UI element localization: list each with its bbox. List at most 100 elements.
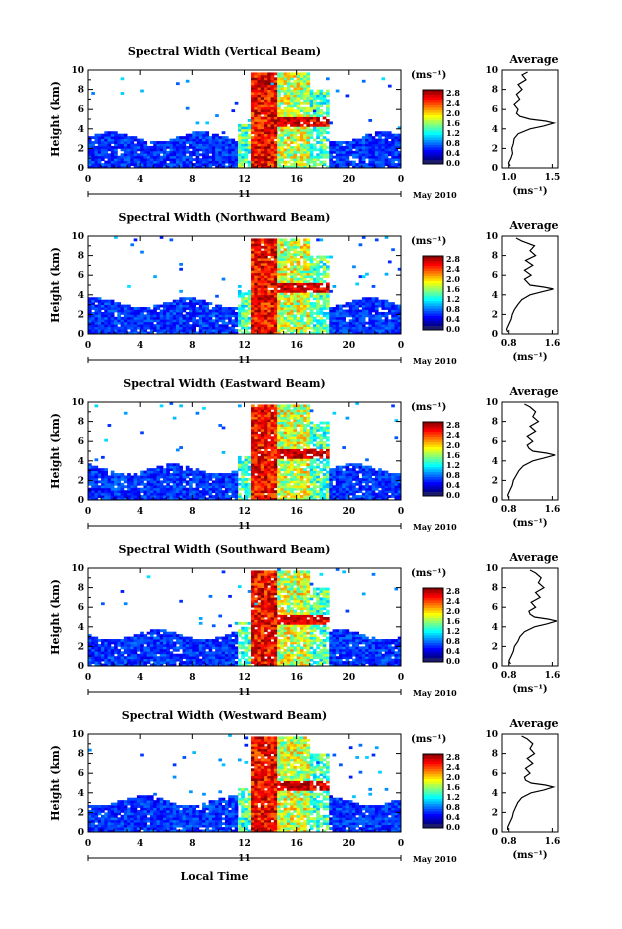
heatmap-cell [153,307,157,310]
heatmap-cell [104,131,108,135]
heatmap-cell [280,321,285,325]
heatmap-cell [316,121,320,125]
heatmap-cell [172,316,177,320]
heatmap-cell [273,329,278,332]
heatmap-cell [280,426,285,430]
heatmap-cell [162,163,167,166]
heatmap-cell [286,460,291,464]
heatmap-cell [94,163,99,166]
heatmap-cell [283,272,288,276]
heatmap-cell [394,309,399,313]
heatmap-cell [394,145,399,149]
x-tick-label: 16 [290,341,303,351]
heatmap-cell [247,331,252,335]
heatmap-cell [303,487,307,491]
heatmap-cell [205,477,210,481]
heatmap-cell [221,150,226,154]
heatmap-cell [140,163,144,166]
heatmap-cell [273,158,278,162]
heatmap-cell [260,131,265,135]
heatmap-cell [140,490,144,494]
heatmap-cell [387,158,392,162]
heatmap-cell [270,419,275,422]
heatmap-cell [283,89,288,93]
heatmap-cell [296,131,301,135]
heatmap-cell [254,282,258,286]
heatmap-cell [358,275,363,279]
heatmap-cell [309,287,314,291]
heatmap-cell [355,309,360,313]
heatmap-cell [326,329,330,332]
heatmap-cell [247,485,252,489]
heatmap-cell [254,331,258,335]
heatmap-cell [91,148,95,152]
heatmap-cell [319,163,324,166]
heatmap-cell [290,260,294,264]
heatmap-cell [179,482,183,486]
colorbar-tick-label: 1.6 [446,284,460,294]
heatmap-cell [264,148,268,152]
heatmap-cell [270,453,275,457]
heatmap-cell [221,477,226,481]
heatmap-cell [306,465,311,469]
heatmap-cell [257,455,262,459]
heatmap-cell [208,497,213,501]
heatmap-cell [169,331,174,335]
heatmap-cell [342,165,346,169]
heatmap-cell [254,492,258,496]
heatmap-cell [231,314,236,318]
heatmap-cell [290,265,294,269]
heatmap-cell [224,141,229,144]
heatmap-cell [387,84,392,88]
heatmap-cell [120,155,125,159]
heatmap-cell [394,150,399,154]
heatmap-cell [277,267,281,271]
heatmap-cell [179,158,183,162]
heatmap-cell [319,138,324,142]
heatmap-cell [277,480,281,484]
heatmap-cell [358,165,363,169]
heatmap-cell [202,473,206,476]
heatmap-cell [277,87,281,90]
heatmap-cell [286,436,291,440]
heatmap-cell [273,282,278,286]
heatmap-cell [205,475,210,479]
colorbar-band [423,122,443,126]
heatmap-cell [218,153,223,157]
heatmap-cell [195,473,200,476]
heatmap-cell [211,143,216,147]
heatmap-cell [394,314,399,318]
heatmap-cell [127,324,131,328]
heatmap-cell [381,143,386,147]
heatmap-cell [162,324,167,328]
colorbar-band [423,276,443,279]
heatmap-cell [280,460,285,464]
heatmap-cell [117,473,121,476]
heatmap-cell [192,480,196,484]
heatmap-cell [156,470,161,474]
heatmap-cell [286,433,291,437]
heatmap-cell [176,309,180,313]
heatmap-cell [264,94,268,98]
heatmap-cell [293,297,298,301]
colorbar-band [423,135,443,138]
heatmap-cell [270,106,275,110]
heatmap-cell [293,438,298,442]
heatmap-cell [218,485,223,489]
heatmap-cell [221,490,226,494]
heatmap-cell [162,302,167,305]
heatmap-cell [260,463,265,467]
heatmap-cell [114,133,118,137]
heatmap-cell [296,304,301,308]
heatmap-cell [387,331,392,335]
heatmap-cell [104,136,108,139]
heatmap-cell [273,414,278,418]
heatmap-cell [166,490,170,494]
heatmap-cell [361,163,366,166]
heatmap-cell [283,114,288,117]
heatmap-cell [277,416,281,420]
heatmap-cell [286,101,291,105]
heatmap-cell [202,406,206,410]
heatmap-cell [107,143,112,147]
heatmap-cell [228,155,232,159]
